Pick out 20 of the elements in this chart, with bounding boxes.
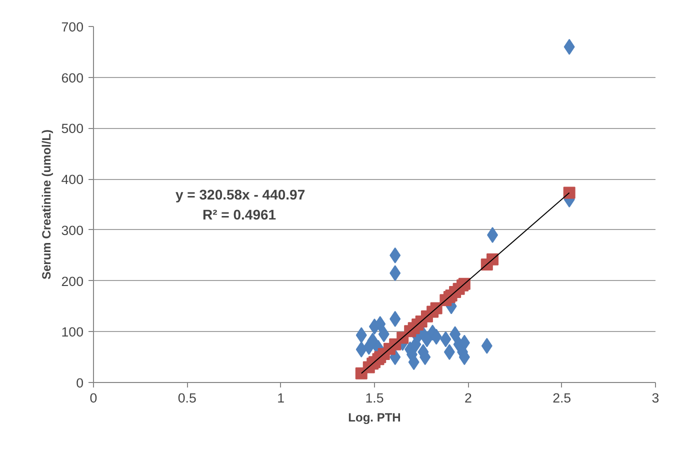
y-tick-label: 700 bbox=[61, 20, 84, 34]
y-tick-label: 100 bbox=[61, 324, 84, 340]
x-tick-label: 2 bbox=[464, 390, 472, 406]
y-tick-label: 600 bbox=[61, 70, 84, 86]
annotation: y = 320.58x - 440.97 bbox=[176, 186, 306, 202]
point bbox=[563, 186, 576, 199]
x-tick-label: 2.5 bbox=[552, 390, 572, 406]
y-tick-label: 300 bbox=[61, 222, 84, 238]
x-tick-label: 0.5 bbox=[178, 390, 196, 406]
y-tick-label: 0 bbox=[76, 376, 84, 390]
y-axis-title: Serum Creatinine (umol/L) bbox=[39, 129, 54, 280]
annotation: R² = 0.4961 bbox=[202, 206, 276, 222]
x-tick-label: 0 bbox=[90, 390, 98, 406]
y-tick-label: 400 bbox=[61, 172, 84, 188]
x-axis-title: Log. PTH bbox=[348, 410, 401, 424]
x-tick-label: 3 bbox=[652, 390, 660, 406]
x-tick-label: 1 bbox=[277, 390, 285, 406]
x-tick-label: 1.5 bbox=[365, 390, 384, 406]
y-tick-label: 500 bbox=[61, 121, 84, 136]
y-tick-label: 200 bbox=[61, 274, 84, 289]
